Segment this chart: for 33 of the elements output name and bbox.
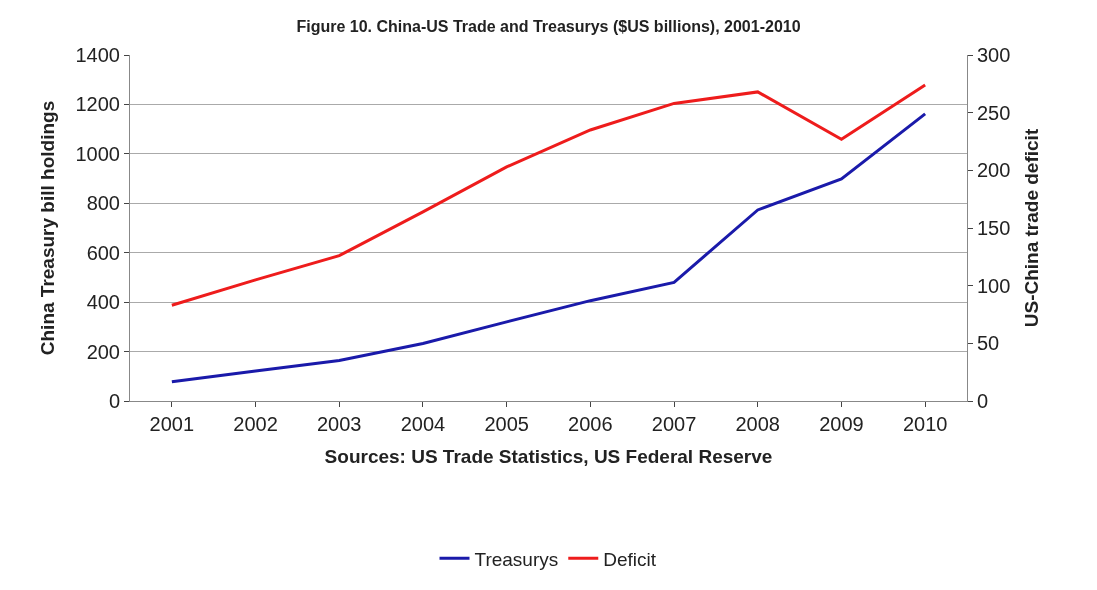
x-tick-label: 2002	[233, 413, 278, 435]
x-tick-label: 2006	[568, 413, 613, 435]
y-tick-label: 400	[86, 291, 120, 314]
line-series	[170, 112, 927, 384]
y2-tick-label: 100	[977, 274, 1011, 297]
x-axis-title: Sources: US Trade Statistics, US Federal Reserve	[324, 445, 773, 467]
y2-tick-label: 250	[977, 101, 1011, 124]
x-tick-label: 2008	[735, 413, 780, 435]
chart-title: Figure 10. China-US Trade and Treasurys ($US billions), 2001-2010	[296, 17, 801, 35]
y-tick-label: 200	[86, 340, 120, 363]
y-tick-label: 0	[108, 390, 120, 412]
y-axis-title: China Treasury bill holdings	[37, 100, 59, 356]
y-tick-label: 1400	[75, 44, 120, 66]
y2-tick-label: 200	[977, 159, 1011, 182]
x-tick-label: 2003	[317, 413, 362, 435]
legend-label: Deficit	[603, 548, 657, 570]
y2-axis-title: US-China trade deficit	[1021, 128, 1043, 328]
y-tick-label: 800	[86, 192, 120, 215]
y2-tick-label: 0	[977, 390, 989, 412]
x-tick-label: 2004	[400, 413, 446, 435]
y-tick-label: 1000	[75, 142, 120, 165]
x-tick-label: 2007	[651, 413, 697, 435]
x-tick-label: 2009	[819, 413, 864, 435]
x-tick-label: 2010	[902, 413, 948, 435]
y-tick-label: 1200	[75, 93, 120, 116]
y2-tick-label: 150	[977, 217, 1011, 239]
y-tick-label: 600	[86, 241, 120, 264]
y2-tick-label: 300	[977, 44, 1011, 66]
x-tick-label: 2005	[484, 413, 529, 435]
legend-label: Treasurys	[474, 548, 559, 570]
x-tick-label: 2001	[149, 413, 195, 435]
line-series	[170, 83, 927, 307]
y2-tick-label: 50	[977, 332, 1000, 355]
